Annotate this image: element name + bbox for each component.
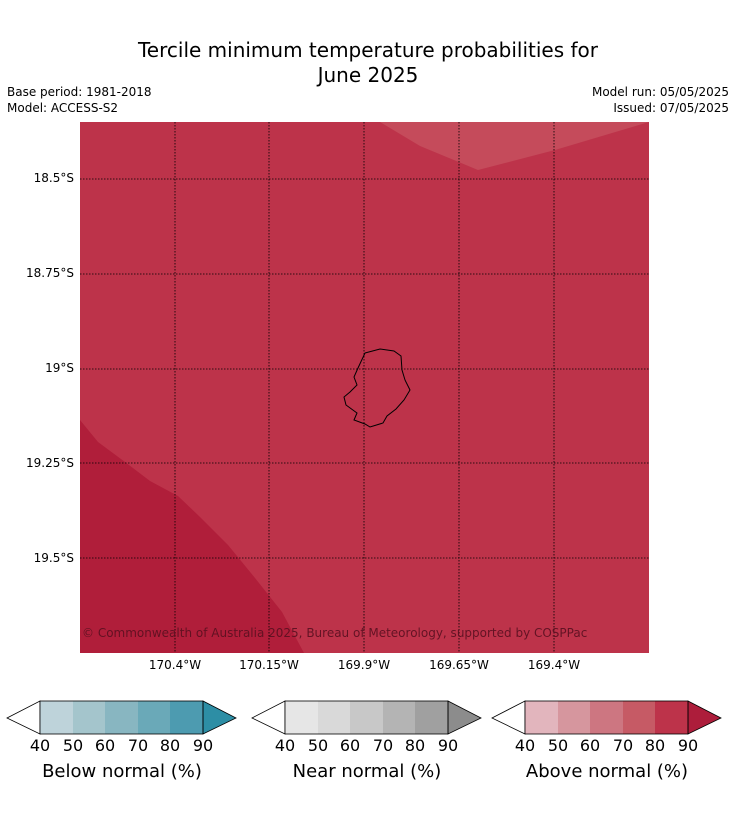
tick-above-60: 60 xyxy=(579,736,601,755)
issued-date: Issued: 07/05/2025 xyxy=(613,101,729,115)
tick-near-90: 90 xyxy=(437,736,459,755)
colorbar-above-swatch-40 xyxy=(525,701,558,734)
probability-field-above-70 xyxy=(380,122,649,170)
title-line-2: June 2025 xyxy=(317,63,419,87)
lat-label-18-75: 18.75°S xyxy=(26,266,74,280)
colorbar-below-swatch-80 xyxy=(170,701,203,734)
tick-near-50: 50 xyxy=(307,736,329,755)
colorbar-below-normal xyxy=(6,700,237,735)
base-period: Base period: 1981-2018 xyxy=(7,85,152,99)
colorbar-near-over-triangle xyxy=(447,700,482,735)
title-line-1: Tercile minimum temperature probabilitie… xyxy=(137,38,599,62)
tick-below-70: 70 xyxy=(127,736,149,755)
colorbar-near-swatch-50 xyxy=(318,701,350,734)
tick-near-70: 70 xyxy=(372,736,394,755)
lat-label-19-5: 19.5°S xyxy=(33,551,74,565)
lat-label-19-25: 19.25°S xyxy=(26,456,74,470)
lon-label-169-65: 169.65°W xyxy=(429,658,489,672)
colorbar-below-swatch-60 xyxy=(105,701,138,734)
colorbar-below-title: Below normal (%) xyxy=(42,761,202,782)
model-name: Model: ACCESS-S2 xyxy=(7,101,119,115)
gridlines xyxy=(80,122,649,653)
colorbar-near-swatch-70 xyxy=(383,701,415,734)
tick-below-50: 50 xyxy=(62,736,84,755)
lon-label-170-15: 170.15°W xyxy=(239,658,299,672)
lat-label-18-5: 18.5°S xyxy=(33,171,74,185)
tick-below-60: 60 xyxy=(94,736,116,755)
map-title: Tercile minimum temperature probabilitie… xyxy=(0,38,736,88)
colorbar-near-swatch-80 xyxy=(415,701,448,734)
colorbar-below-over-triangle xyxy=(202,700,237,735)
tick-above-50: 50 xyxy=(547,736,569,755)
tick-above-70: 70 xyxy=(612,736,634,755)
colorbar-above-under-triangle xyxy=(491,700,526,735)
colorbar-above-swatch-80 xyxy=(655,701,688,734)
tick-near-60: 60 xyxy=(339,736,361,755)
tick-near-80: 80 xyxy=(404,736,426,755)
lon-label-169-9: 169.9°W xyxy=(337,658,391,672)
probability-field-above-90 xyxy=(80,420,304,653)
tick-below-40: 40 xyxy=(29,736,51,755)
colorbar-above-swatch-60 xyxy=(590,701,623,734)
colorbar-below-under-triangle xyxy=(6,700,41,735)
colorbar-near-title: Near normal (%) xyxy=(292,761,442,782)
meta-left: Base period: 1981-2018 Model: ACCESS-S2 xyxy=(7,84,152,116)
tick-above-80: 80 xyxy=(644,736,666,755)
niue-coastline xyxy=(343,348,411,428)
lon-label-170-4: 170.4°W xyxy=(148,658,202,672)
colorbar-above-normal xyxy=(491,700,722,735)
tick-above-90: 90 xyxy=(677,736,699,755)
lat-label-19: 19°S xyxy=(45,361,74,375)
colorbar-above-swatch-50 xyxy=(558,701,590,734)
colorbar-below-swatch-40 xyxy=(40,701,73,734)
tick-below-90: 90 xyxy=(192,736,214,755)
tick-above-40: 40 xyxy=(514,736,536,755)
colorbar-near-swatch-40 xyxy=(285,701,318,734)
model-run: Model run: 05/05/2025 xyxy=(591,85,729,99)
copyright-notice: © Commonwealth of Australia 2025, Bureau… xyxy=(82,626,588,640)
colorbar-near-normal xyxy=(251,700,482,735)
tick-near-40: 40 xyxy=(274,736,296,755)
meta-right: Model run: 05/05/2025 Issued: 07/05/2025 xyxy=(592,84,729,116)
colorbar-near-swatch-60 xyxy=(350,701,383,734)
colorbar-near-under-triangle xyxy=(251,700,286,735)
colorbar-above-title: Above normal (%) xyxy=(525,761,689,782)
colorbar-above-over-triangle xyxy=(687,700,722,735)
colorbar-below-swatch-70 xyxy=(138,701,170,734)
lon-label-169-4: 169.4°W xyxy=(527,658,581,672)
tick-below-80: 80 xyxy=(159,736,181,755)
colorbar-below-swatch-50 xyxy=(73,701,105,734)
colorbar-above-swatch-70 xyxy=(623,701,655,734)
